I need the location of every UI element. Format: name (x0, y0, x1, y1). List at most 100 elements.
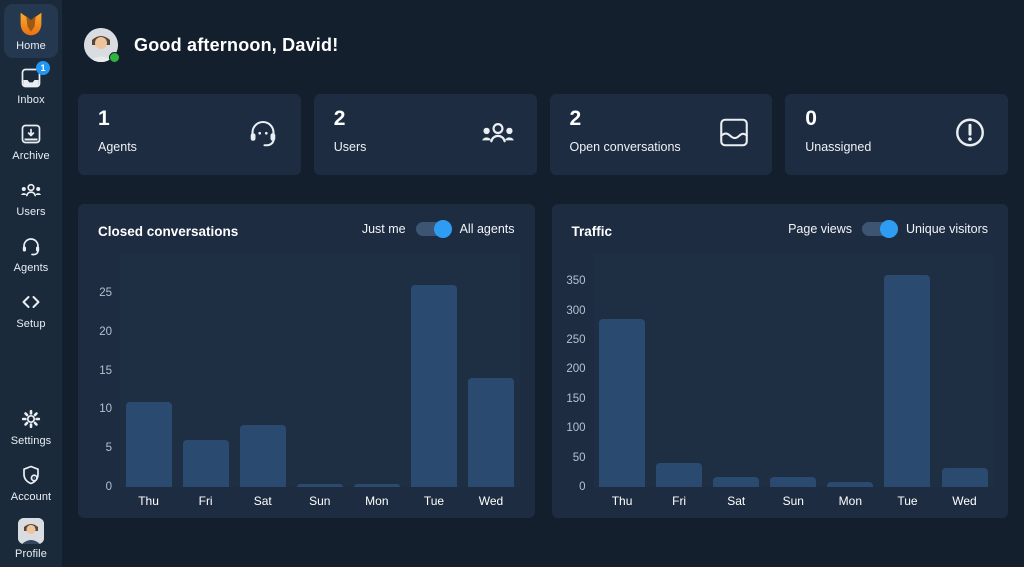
y-tick-label: 25 (99, 286, 112, 299)
bar (296, 484, 343, 487)
y-tick-label: 20 (99, 325, 112, 338)
shield-account-icon (19, 463, 43, 487)
x-tick-label: Fri (672, 493, 687, 508)
y-tick-label: 5 (105, 442, 112, 455)
panel-traffic: Traffic Page views Unique visitors 0 50 10… (551, 204, 1008, 518)
x-axis-labels: Thu Fri Sat Sun Mon Tue Wed (594, 487, 994, 511)
y-tick-label: 300 (566, 304, 586, 317)
y-tick-label: 250 (566, 333, 586, 346)
archive-icon (19, 122, 43, 146)
bar (884, 275, 931, 487)
y-tick-label: 350 (566, 275, 586, 288)
y-tick-label: 0 (579, 481, 586, 493)
x-tick-label: Sat (727, 493, 746, 508)
stat-value: 2 (333, 107, 346, 130)
main-content: Good afternoon, David! 1 Agents 2 Users (62, 0, 1024, 567)
sidebar-item-inbox[interactable]: 1 Inbox (0, 58, 62, 114)
y-axis: 0 5 10 15 20 25 (90, 254, 120, 493)
stat-label: Unassigned (805, 140, 872, 154)
closed-conversations-toggle-row: Just me All agents (362, 220, 515, 238)
inbox-unread-badge: 1 (36, 61, 50, 75)
y-tick-label: 50 (572, 451, 586, 464)
plot-area (120, 254, 520, 487)
greeting-header: Good afternoon, David! (84, 28, 339, 63)
x-tick-label: Mon (365, 493, 389, 508)
stat-value: 0 (805, 107, 817, 130)
traffic-metric-toggle[interactable] (862, 220, 899, 238)
stat-label: Users (333, 140, 367, 154)
x-tick-label: Sun (309, 493, 331, 508)
y-tick-label: 100 (566, 422, 586, 435)
inbox-wave-icon (716, 114, 752, 155)
toggle-knob (880, 220, 899, 238)
bar (599, 319, 646, 487)
bar (125, 401, 172, 487)
headset-icon (245, 114, 281, 155)
x-tick-label: Thu (138, 493, 159, 508)
x-axis-labels: Thu Fri Sat Sun Mon Tue Wed (120, 487, 520, 511)
bar (713, 477, 760, 487)
sidebar-item-home[interactable]: Home (4, 4, 58, 58)
stat-card-unassigned[interactable]: 0 Unassigned (785, 94, 1008, 175)
greeting-text: Good afternoon, David! (134, 34, 339, 55)
plot-area (593, 254, 993, 487)
sidebar-item-label: Inbox (17, 94, 45, 106)
sidebar-item-agents[interactable]: Agents (0, 226, 62, 282)
x-tick-label: Sun (782, 493, 804, 508)
sidebar-item-users[interactable]: Users (0, 170, 62, 226)
stats-row: 1 Agents 2 Users (78, 94, 1008, 175)
y-tick-label: 150 (566, 392, 586, 405)
sidebar-item-archive[interactable]: Archive (0, 114, 62, 170)
inbox-icon: 1 (19, 61, 50, 90)
agents-scope-toggle[interactable] (415, 220, 452, 238)
bar (827, 482, 874, 487)
sidebar-item-profile[interactable]: Profile (0, 511, 62, 567)
bar (656, 462, 703, 487)
toggle-left-label: Page views (788, 222, 853, 236)
x-tick-label: Wed (478, 493, 504, 508)
sidebar-item-label: Settings (10, 435, 52, 447)
sidebar-item-label: Agents (13, 262, 49, 274)
headset-icon (19, 234, 43, 258)
user-avatar (84, 28, 120, 63)
y-tick-label: 200 (566, 363, 586, 376)
sidebar-item-label: Profile (15, 548, 47, 560)
sidebar-item-account[interactable]: Account (0, 455, 62, 511)
bar (353, 484, 400, 487)
gear-icon (19, 407, 43, 431)
panel-title: Closed conversations (98, 224, 239, 239)
toggle-right-label: All agents (459, 222, 515, 236)
x-tick-label: Tue (897, 493, 918, 508)
bar (410, 285, 457, 487)
stat-card-open-conversations[interactable]: 2 Open conversations (549, 94, 773, 175)
sidebar-item-label: Setup (16, 318, 46, 330)
stat-value: 2 (569, 107, 582, 130)
sidebar-item-label: Home (16, 39, 46, 52)
bar (468, 378, 514, 487)
stat-card-users[interactable]: 2 Users (313, 94, 537, 175)
bar (239, 424, 286, 487)
sidebar-item-label: Users (16, 206, 46, 218)
fox-logo-icon (17, 11, 45, 37)
sidebar-item-label: Archive (12, 150, 50, 162)
stat-card-agents[interactable]: 1 Agents (78, 94, 301, 175)
code-brackets-icon (19, 290, 43, 314)
x-tick-label: Fri (198, 493, 213, 508)
users-group-icon (479, 113, 517, 156)
x-tick-label: Sat (253, 493, 272, 508)
traffic-chart: 0 50 100 150 200 250 300 350 Thu Fri Sat Sun Mon Tue… (564, 254, 994, 511)
x-tick-label: Thu (611, 493, 633, 508)
stat-value: 1 (98, 107, 110, 130)
toggle-right-label: Unique visitors (906, 222, 988, 236)
sidebar-item-setup[interactable]: Setup (0, 282, 62, 338)
x-tick-label: Mon (838, 493, 863, 508)
panel-closed-conversations: Closed conversations Just me All agents … (78, 204, 535, 518)
y-tick-label: 15 (99, 364, 112, 377)
toggle-knob (433, 220, 452, 238)
alert-circle-icon (952, 114, 988, 155)
bar (770, 477, 817, 487)
y-tick-label: 10 (99, 403, 112, 416)
closed-conversations-chart: 0 5 10 15 20 25 Thu Fri Sat Sun Mon Tue Wed (90, 254, 520, 511)
sidebar-item-settings[interactable]: Settings (0, 399, 62, 455)
x-tick-label: Wed (952, 493, 977, 508)
